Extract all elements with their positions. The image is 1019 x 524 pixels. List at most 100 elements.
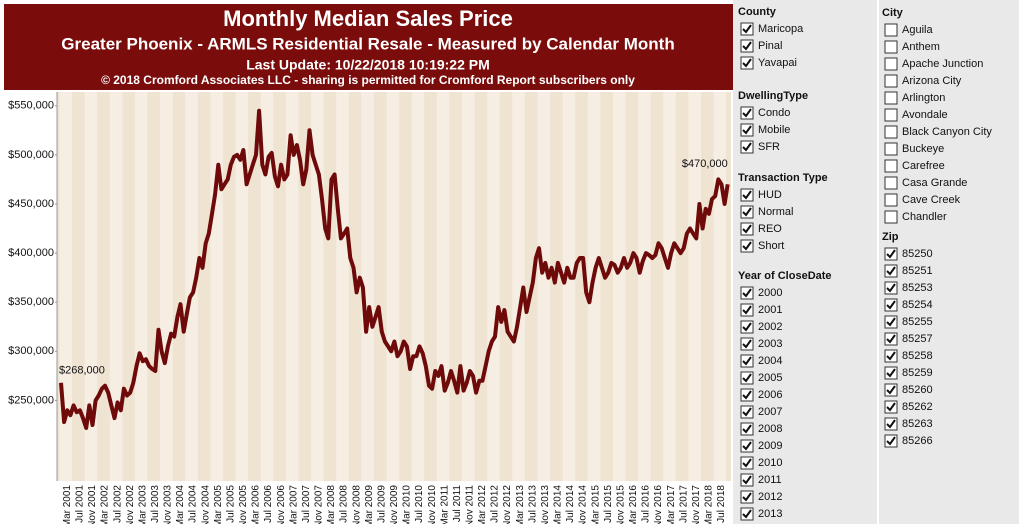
filter-option[interactable]: 85251 bbox=[902, 265, 933, 277]
filter-option[interactable]: 2009 bbox=[758, 440, 782, 452]
check-mark[interactable] bbox=[742, 407, 752, 417]
filter-option[interactable]: 2002 bbox=[758, 321, 782, 333]
filter-option[interactable]: Yavapai bbox=[758, 57, 797, 69]
filter-option[interactable]: Arlington bbox=[902, 92, 945, 104]
check-mark[interactable] bbox=[742, 441, 752, 451]
checkbox[interactable] bbox=[884, 91, 898, 105]
check-mark[interactable] bbox=[742, 24, 752, 34]
filter-option[interactable]: Mobile bbox=[758, 124, 790, 136]
check-mark[interactable] bbox=[742, 356, 752, 366]
filter-option[interactable]: 85253 bbox=[902, 282, 933, 294]
check-mark[interactable] bbox=[742, 492, 752, 502]
check-mark[interactable] bbox=[742, 458, 752, 468]
filter-title: DwellingType bbox=[738, 90, 808, 102]
filter-option[interactable]: 85263 bbox=[902, 418, 933, 430]
checkbox[interactable] bbox=[884, 23, 898, 37]
filter-option[interactable]: 2004 bbox=[758, 355, 782, 367]
copyright: © 2018 Cromford Associates LLC - sharing… bbox=[101, 73, 635, 87]
filter-option[interactable]: 2003 bbox=[758, 338, 782, 350]
check-mark[interactable] bbox=[742, 322, 752, 332]
check-mark[interactable] bbox=[886, 249, 896, 259]
filter-option[interactable]: Black Canyon City bbox=[902, 126, 992, 138]
check-mark[interactable] bbox=[742, 125, 752, 135]
check-mark[interactable] bbox=[742, 424, 752, 434]
filter-option[interactable]: Buckeye bbox=[902, 143, 944, 155]
filter-option[interactable]: SFR bbox=[758, 141, 780, 153]
check-mark[interactable] bbox=[886, 351, 896, 361]
filter-option[interactable]: REO bbox=[758, 223, 782, 235]
filter-option[interactable]: HUD bbox=[758, 189, 782, 201]
filter-option[interactable]: 2001 bbox=[758, 304, 782, 316]
filter-option[interactable]: 85250 bbox=[902, 248, 933, 260]
filter-option[interactable]: Avondale bbox=[902, 109, 948, 121]
checkbox[interactable] bbox=[884, 40, 898, 54]
filter-option[interactable]: Apache Junction bbox=[902, 58, 983, 70]
check-mark[interactable] bbox=[742, 108, 752, 118]
check-mark[interactable] bbox=[886, 334, 896, 344]
check-mark[interactable] bbox=[742, 241, 752, 251]
check-mark[interactable] bbox=[742, 41, 752, 51]
filter-option[interactable]: Cave Creek bbox=[902, 194, 961, 206]
filter-option[interactable]: Chandler bbox=[902, 211, 947, 223]
check-mark[interactable] bbox=[886, 402, 896, 412]
check-mark[interactable] bbox=[742, 190, 752, 200]
check-mark[interactable] bbox=[742, 58, 752, 68]
filter-option[interactable]: Short bbox=[758, 240, 784, 252]
filter-option[interactable]: 85259 bbox=[902, 367, 933, 379]
filter-option[interactable]: 2006 bbox=[758, 389, 782, 401]
filter-option[interactable]: 2011 bbox=[758, 474, 782, 486]
check-mark[interactable] bbox=[886, 283, 896, 293]
check-mark[interactable] bbox=[886, 300, 896, 310]
filter-option[interactable]: Normal bbox=[758, 206, 793, 218]
check-mark[interactable] bbox=[742, 305, 752, 315]
filter-option[interactable]: Aguila bbox=[902, 24, 933, 36]
filter-option[interactable]: Condo bbox=[758, 107, 790, 119]
check-mark[interactable] bbox=[886, 368, 896, 378]
filter-option[interactable]: 85266 bbox=[902, 435, 933, 447]
check-mark[interactable] bbox=[742, 224, 752, 234]
checkbox[interactable] bbox=[884, 108, 898, 122]
check-mark[interactable] bbox=[742, 142, 752, 152]
x-tick-label: Nov 2015 bbox=[615, 485, 626, 524]
check-mark[interactable] bbox=[886, 385, 896, 395]
filter-option[interactable]: 2013 bbox=[758, 508, 782, 520]
checkbox[interactable] bbox=[884, 210, 898, 224]
check-mark[interactable] bbox=[886, 266, 896, 276]
filter-option[interactable]: 85262 bbox=[902, 401, 933, 413]
checkbox[interactable] bbox=[884, 125, 898, 139]
check-mark[interactable] bbox=[742, 339, 752, 349]
check-mark[interactable] bbox=[742, 509, 752, 519]
filter-option[interactable]: 85260 bbox=[902, 384, 933, 396]
checkbox[interactable] bbox=[884, 57, 898, 71]
filter-option[interactable]: 2012 bbox=[758, 491, 782, 503]
check-mark[interactable] bbox=[742, 373, 752, 383]
filter-option[interactable]: Maricopa bbox=[758, 23, 804, 35]
filter-option[interactable]: 2008 bbox=[758, 423, 782, 435]
filter-option[interactable]: 85258 bbox=[902, 350, 933, 362]
filter-option[interactable]: Carefree bbox=[902, 160, 945, 172]
filter-option[interactable]: Arizona City bbox=[902, 75, 962, 87]
filter-option[interactable]: 2000 bbox=[758, 287, 782, 299]
filter-option[interactable]: Pinal bbox=[758, 40, 782, 52]
filter-option[interactable]: Anthem bbox=[902, 41, 940, 53]
check-mark[interactable] bbox=[742, 288, 752, 298]
checkbox[interactable] bbox=[884, 142, 898, 156]
checkbox[interactable] bbox=[884, 74, 898, 88]
checkbox[interactable] bbox=[884, 159, 898, 173]
checkbox[interactable] bbox=[884, 193, 898, 207]
check-mark[interactable] bbox=[742, 207, 752, 217]
x-tick-label: Mar 2012 bbox=[477, 485, 488, 524]
filter-option[interactable]: 2007 bbox=[758, 406, 782, 418]
check-mark[interactable] bbox=[886, 436, 896, 446]
filter-option[interactable]: 85255 bbox=[902, 316, 933, 328]
filter-option[interactable]: 2005 bbox=[758, 372, 782, 384]
filter-option[interactable]: 2010 bbox=[758, 457, 782, 469]
checkbox[interactable] bbox=[884, 176, 898, 190]
filter-option[interactable]: Casa Grande bbox=[902, 177, 967, 189]
check-mark[interactable] bbox=[742, 390, 752, 400]
filter-option[interactable]: 85254 bbox=[902, 299, 933, 311]
check-mark[interactable] bbox=[886, 317, 896, 327]
check-mark[interactable] bbox=[886, 419, 896, 429]
filter-option[interactable]: 85257 bbox=[902, 333, 933, 345]
check-mark[interactable] bbox=[742, 475, 752, 485]
